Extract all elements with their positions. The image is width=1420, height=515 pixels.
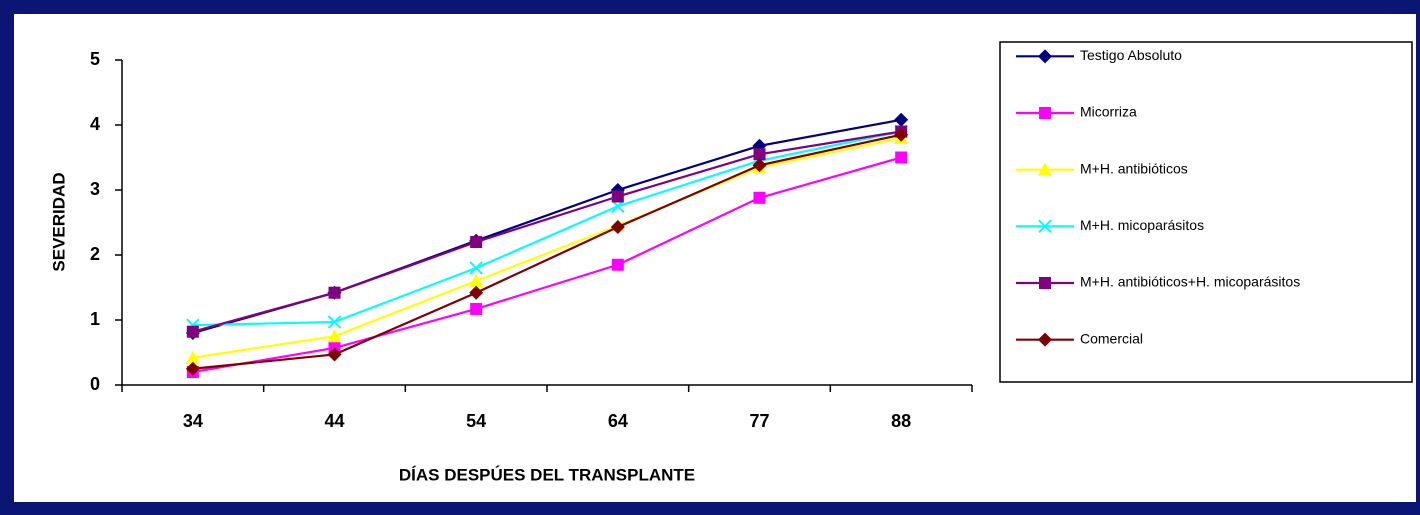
marker [611,258,624,271]
series-line [192,130,902,333]
marker [327,315,342,329]
marker [185,361,200,376]
legend-label: M+H. antibióticos [1080,160,1188,176]
legend-label: Comercial [1080,330,1143,346]
marker [895,151,908,164]
legend-label: M+H. micoparásitos [1080,217,1204,233]
marker [469,285,484,300]
marker [1038,162,1052,176]
marker [1038,219,1052,234]
marker [469,261,483,275]
marker [470,302,483,315]
series-line [192,130,902,327]
marker [470,236,483,248]
marker [469,274,484,287]
marker [327,329,342,343]
x-tick-label: 77 [749,411,769,431]
y-tick-label: 3 [90,179,100,199]
marker [752,158,767,173]
x-tick-label: 54 [466,411,486,431]
y-tick-label: 0 [90,374,100,394]
marker [610,220,625,235]
marker [753,148,766,161]
series-line [192,136,902,359]
marker [328,286,341,299]
legend-label: Testigo Absoluto [1080,47,1182,63]
y-tick-label: 2 [90,244,100,264]
marker [894,127,909,142]
y-tick-label: 1 [90,309,100,329]
legend-label: Micorriza [1080,104,1137,120]
x-tick-label: 34 [183,411,203,431]
legend-label: M+H. antibióticos+H. micoparásitos [1080,274,1300,290]
series-line [192,156,902,374]
marker [327,347,342,362]
marker [894,112,909,127]
x-tick-label: 64 [608,411,628,431]
y-tick-label: 4 [90,114,100,134]
marker [185,350,200,364]
x-axis-title: DÍAS DESPÚES DEL TRANSPLANTE [399,465,695,484]
marker [753,191,766,204]
marker [1038,49,1052,64]
x-tick-label: 44 [324,411,344,431]
series-line [192,133,902,370]
y-axis-title: SEVERIDAD [49,172,68,271]
y-tick-label: 5 [90,49,100,69]
marker [186,325,199,338]
marker [1038,332,1052,347]
marker [611,190,624,203]
legend-box [999,41,1413,383]
marker [1039,277,1051,289]
x-tick-label: 88 [891,411,911,431]
marker [1039,107,1051,119]
